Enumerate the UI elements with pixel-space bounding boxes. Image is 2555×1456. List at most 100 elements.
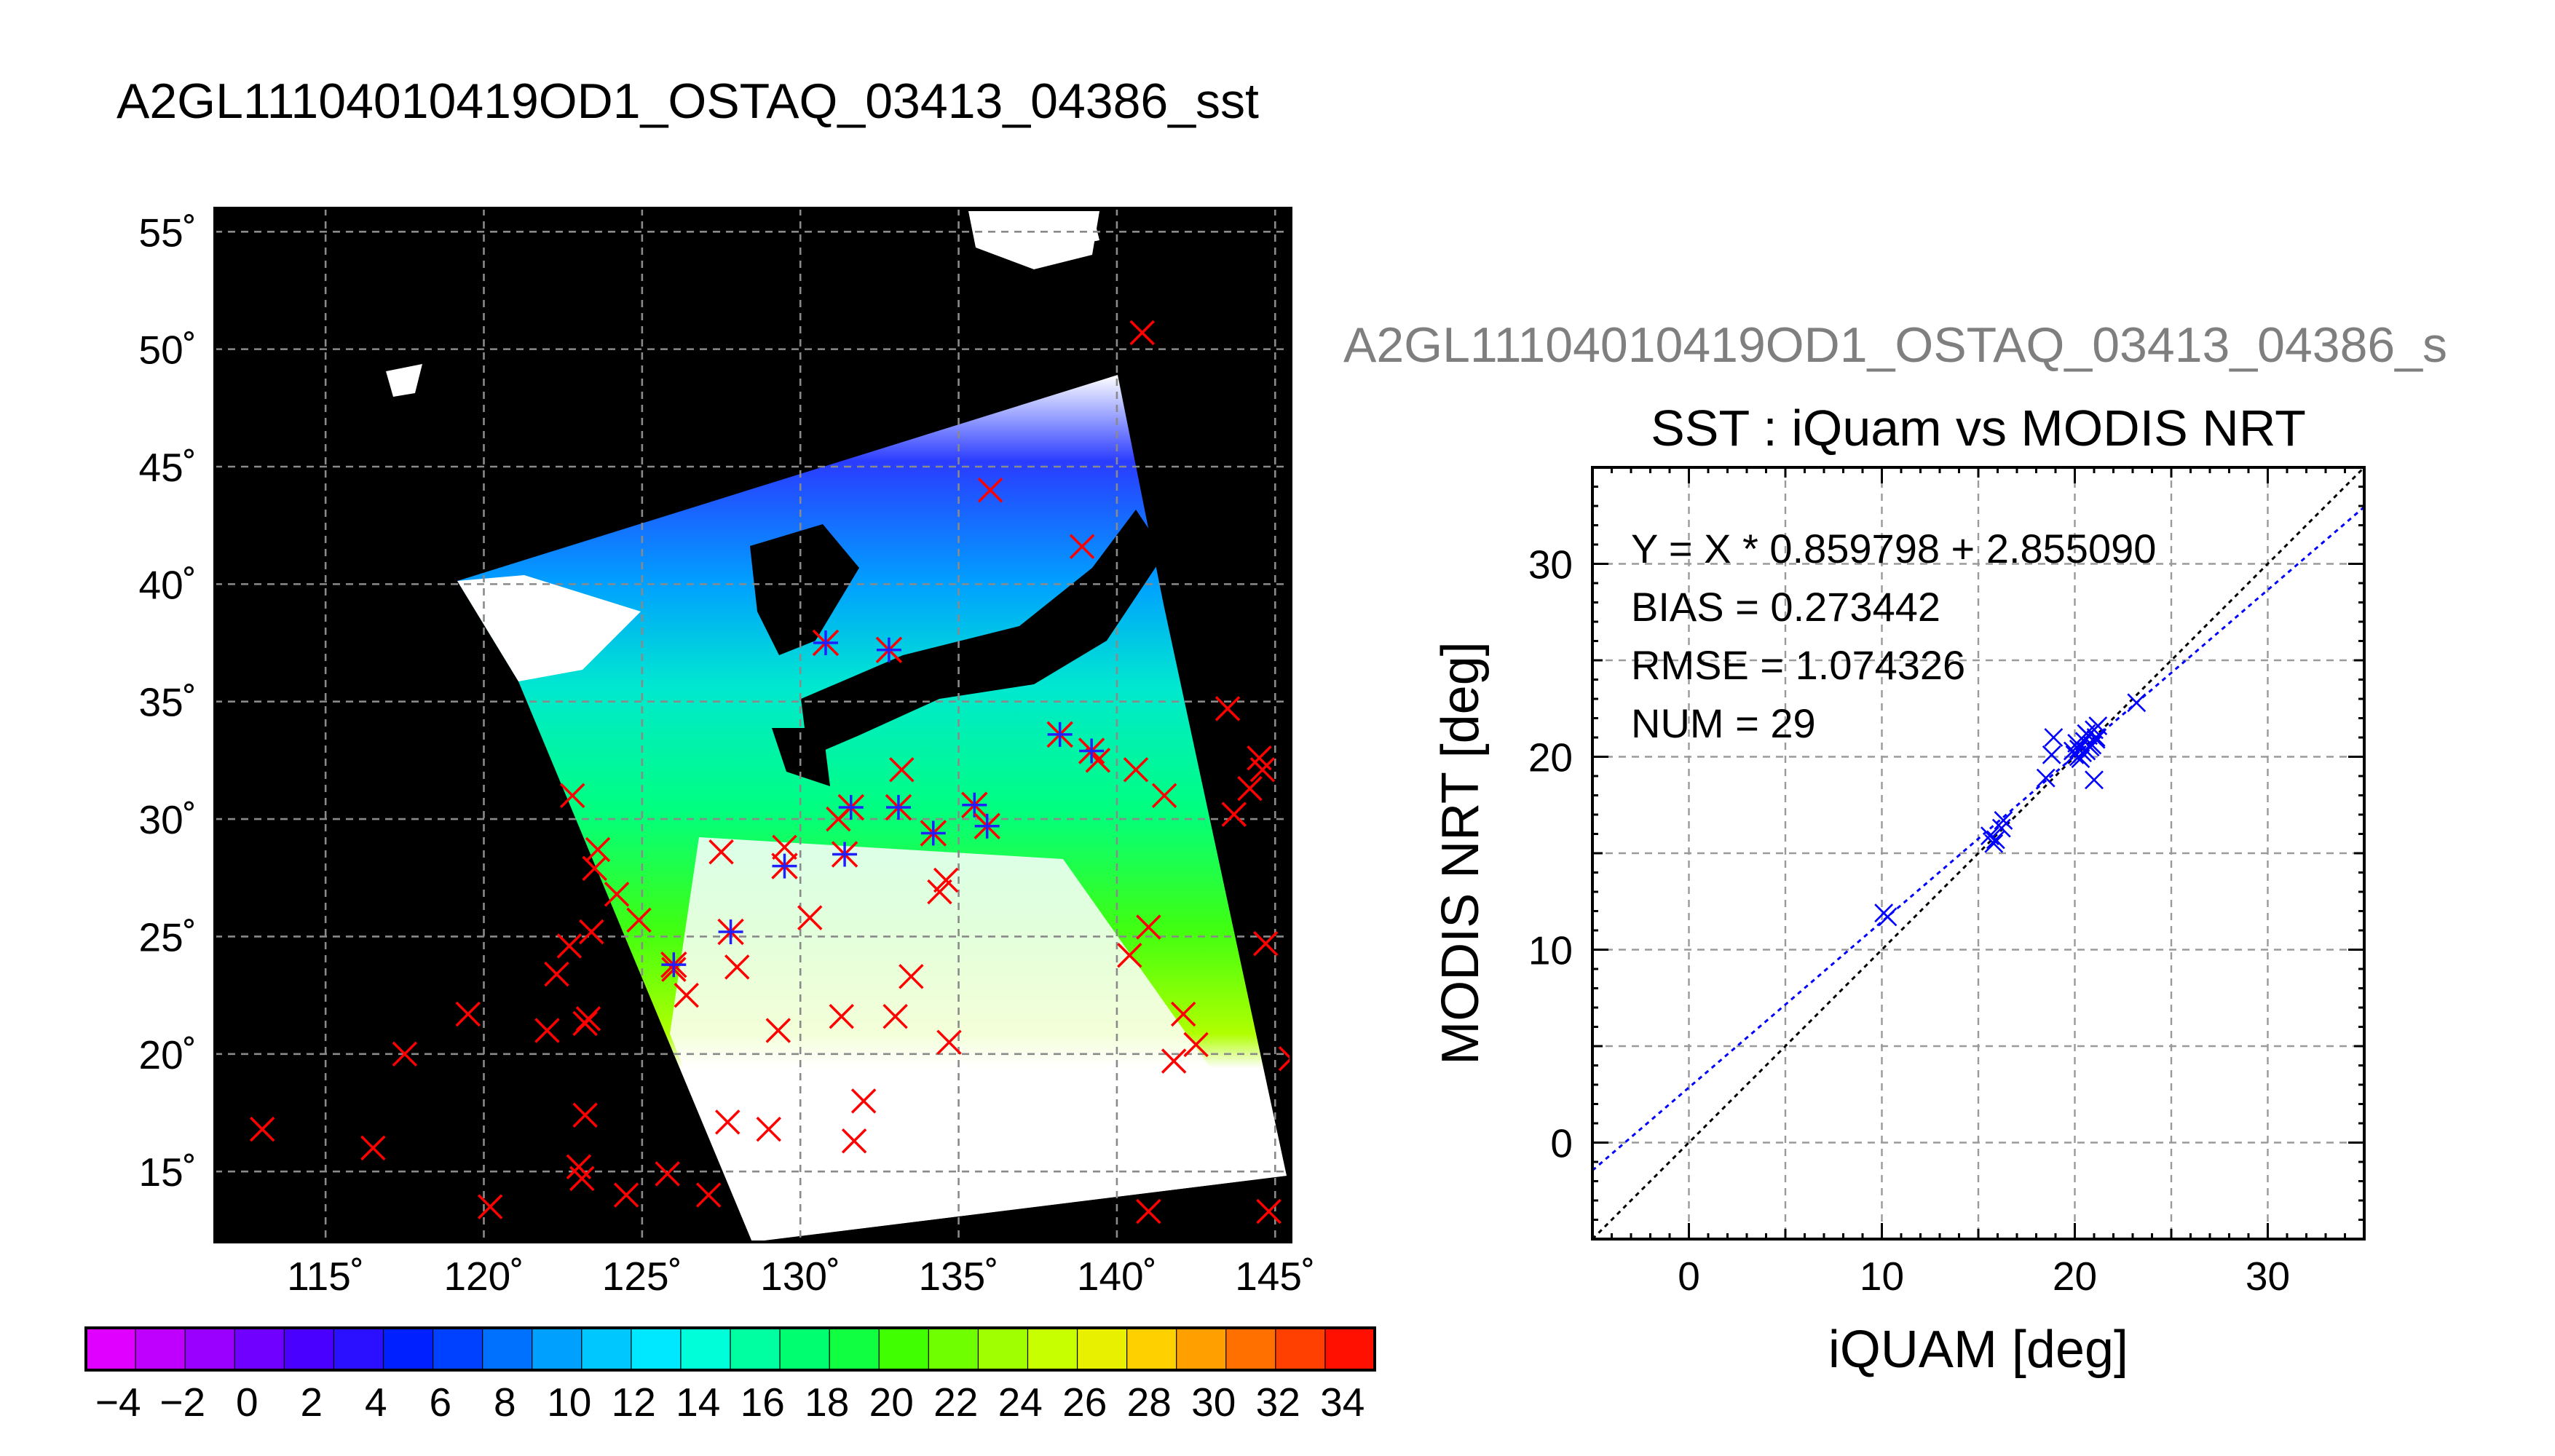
unmatched-buoy-marker — [579, 919, 604, 945]
unmatched-buoy-marker — [695, 1182, 722, 1208]
unmatched-buoy-marker — [1256, 1198, 1282, 1224]
unmatched-buoy-marker — [1215, 696, 1241, 721]
matched-buoy-marker — [837, 794, 864, 821]
colorbar-tick-label: 30 — [1191, 1380, 1236, 1425]
scatter-point — [2080, 737, 2100, 757]
matched-buoy-marker — [885, 794, 912, 821]
colorbar-cell — [879, 1328, 929, 1370]
colorbar-tick-label: 12 — [612, 1380, 656, 1425]
unmatched-buoy-marker — [977, 478, 1003, 503]
map-gridlines — [215, 208, 1291, 1242]
latitude-tick-label: 30˚ — [139, 797, 197, 842]
unmatched-buoy-marker — [1278, 1046, 1291, 1072]
matched-buoy-marker — [920, 820, 947, 847]
matched-buoy-marker — [812, 629, 840, 657]
unmatched-buoy-marker — [708, 839, 734, 865]
colorbar-tick-label: 4 — [365, 1380, 387, 1425]
colorbar-cell — [135, 1328, 186, 1370]
colorbar-cells — [86, 1328, 1375, 1370]
colorbar-tick-label: 14 — [676, 1380, 720, 1425]
colorbar-tick-label: 2 — [300, 1380, 323, 1425]
matched-buoy-marker — [660, 951, 687, 978]
unmatched-buoy-marker — [455, 1001, 481, 1027]
land-korea — [750, 524, 859, 655]
unmatched-buoy-marker — [829, 1003, 854, 1029]
unmatched-buoy-marker — [655, 1161, 680, 1187]
scatter-point — [1991, 818, 2011, 838]
colorbar-cell — [1324, 1328, 1375, 1370]
unmatched-buoy-marker — [1252, 930, 1279, 957]
matched-buoy-marker — [1078, 737, 1105, 764]
matched-buoy-marker — [961, 791, 988, 818]
colorbar: −4 −2 0 2 4 6 8 10 12 14 16 18 20 22 24 26 28 30 32 34 — [84, 1326, 1376, 1425]
unmatched-buoy-marker — [765, 1018, 791, 1043]
colorbar-tick-label: 32 — [1256, 1380, 1300, 1425]
colorbar-cell — [1176, 1328, 1227, 1370]
unmatched-buoy-marker — [927, 879, 952, 905]
scatter-point — [1984, 834, 2004, 853]
map-frame — [213, 207, 1292, 1243]
longitude-tick-label: 120˚ — [443, 1254, 524, 1299]
colorbar-tick-label: 10 — [547, 1380, 591, 1425]
longitude-labels: 115˚ 120˚ 125˚ 130˚ 135˚ 140˚ 145˚ — [287, 1254, 1315, 1299]
colorbar-frame — [84, 1326, 1376, 1372]
one-to-one-line — [1592, 467, 2364, 1239]
colorbar-cell — [532, 1328, 583, 1370]
colorbar-tick-label: 20 — [869, 1380, 914, 1425]
matched-buoy-marker — [831, 841, 858, 868]
unmatched-buoy-marker — [936, 1029, 962, 1055]
x-tick-label: 20 — [2053, 1254, 2097, 1299]
unmatched-buoy-marker — [392, 1041, 418, 1067]
colorbar-tick-label: 8 — [494, 1380, 516, 1425]
matched-buoy-marker — [1046, 721, 1073, 748]
unmatched-buoy-marker — [882, 1003, 908, 1029]
colorbar-cell — [829, 1328, 880, 1370]
sst-map: 55˚ 50˚ 45˚ 40˚ 35˚ 30˚ 25˚ 20˚ 15˚ 115˚ 120˚ 125˚… — [139, 207, 1315, 1299]
main-title: A2GL11104010419OD1_OSTAQ_03413_04386_sst — [117, 74, 1259, 129]
longitude-tick-label: 135˚ — [919, 1254, 999, 1299]
scatter-point — [2085, 770, 2104, 790]
colorbar-tick-label: 6 — [429, 1380, 451, 1425]
latitude-tick-label: 50˚ — [139, 328, 197, 373]
colorbar-cell — [1225, 1328, 1276, 1370]
matched-buoy-marker — [974, 812, 1000, 840]
x-tick-label: 0 — [1678, 1254, 1700, 1299]
colorbar-cell — [928, 1328, 979, 1370]
unmatched-buoy-marker — [850, 1088, 877, 1114]
unmatched-buoy-marker — [534, 1018, 560, 1043]
colorbar-cell — [1126, 1328, 1177, 1370]
colorbar-tick-label: 24 — [998, 1380, 1043, 1425]
colorbar-cell — [1077, 1328, 1128, 1370]
unmatched-buoy-marker — [841, 1128, 867, 1154]
unmatched-buoy-marker — [889, 757, 915, 783]
colorbar-cell — [284, 1328, 334, 1370]
unmatched-buoy-marker — [604, 882, 630, 907]
unmatched-buoy-marker — [585, 836, 611, 863]
longitude-tick-label: 130˚ — [760, 1254, 840, 1299]
scatter-point — [1994, 811, 2013, 830]
unmatched-buoy-marker — [360, 1135, 386, 1161]
colorbar-cell — [680, 1328, 731, 1370]
colorbar-cell — [383, 1328, 434, 1370]
map-swath — [386, 211, 1287, 1242]
scatter-point — [2086, 728, 2106, 747]
colorbar-tick-label: −2 — [159, 1380, 205, 1425]
x-tick-label: 10 — [1860, 1254, 1904, 1299]
unmatched-buoy-marker — [899, 964, 924, 989]
unmatched-buoy-marker — [714, 1109, 741, 1135]
unmatched-buoy-marker — [1237, 775, 1263, 802]
colorbar-cell — [234, 1328, 285, 1370]
unmatched-buoy-marker — [572, 1102, 598, 1128]
unmatched-buoy-marker — [1170, 1001, 1196, 1027]
unmatched-buoy-marker — [477, 1194, 503, 1219]
unmatched-buoy-marker — [1123, 757, 1149, 783]
scatter-points — [1874, 693, 2147, 927]
scatter-point — [2044, 728, 2064, 747]
colorbar-tick-label: 28 — [1127, 1380, 1172, 1425]
colorbar-cell — [86, 1328, 136, 1370]
y-axis-label: MODIS NRT [deg] — [1431, 641, 1490, 1065]
scatter-point — [2065, 745, 2085, 764]
scatter-point — [1878, 907, 1898, 927]
unmatched-buoy-marker — [772, 834, 797, 860]
